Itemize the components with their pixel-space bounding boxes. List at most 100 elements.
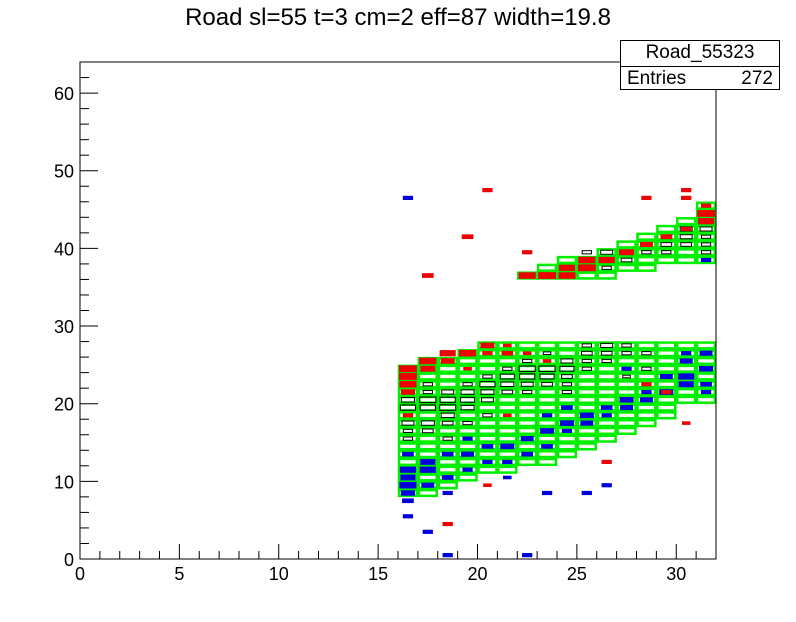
- blue-hit-cell: [541, 490, 553, 496]
- blue-hit-cell: [561, 428, 573, 433]
- count-box: [439, 404, 457, 411]
- red-hit-cell: [542, 359, 552, 363]
- count-box: [460, 404, 475, 411]
- count-box: [560, 358, 574, 364]
- road-cell: [695, 349, 717, 358]
- y-tick-label: 20: [54, 395, 74, 415]
- red-hit-cell: [681, 226, 692, 232]
- road-cell: [636, 395, 657, 404]
- blue-hit-cell: [541, 444, 553, 449]
- blue-hit-cell: [679, 358, 693, 364]
- count-box: [621, 351, 632, 356]
- road-cell: [517, 457, 538, 467]
- red-hit-cell: [522, 250, 533, 255]
- y-tick-label: 40: [54, 239, 74, 259]
- x-tick-label: 30: [666, 564, 686, 584]
- blue-hit-cell: [441, 475, 454, 480]
- road-cell: [517, 364, 538, 373]
- blue-hit-cell: [641, 389, 652, 395]
- road-cell: [417, 418, 438, 428]
- count-box: [419, 396, 437, 404]
- road-cell: [497, 341, 518, 350]
- count-box: [581, 358, 592, 364]
- red-hit-cell: [538, 272, 557, 279]
- road-cell: [417, 450, 438, 459]
- x-tick-label: 5: [174, 564, 184, 584]
- red-hit-cell: [482, 188, 493, 193]
- count-box: [402, 428, 414, 433]
- red-hit-cell: [461, 234, 474, 240]
- road-cell: [417, 395, 438, 404]
- blue-hit-cell: [462, 467, 473, 472]
- road-cell: [457, 426, 478, 435]
- road-cell: [596, 380, 617, 389]
- red-hit-cell: [501, 350, 514, 356]
- road-cell: [417, 426, 438, 435]
- road-cell: [616, 255, 637, 265]
- road-cell: [477, 426, 498, 435]
- blue-hit-cell: [461, 451, 475, 457]
- road-cell: [417, 434, 438, 443]
- count-box: [661, 250, 672, 255]
- stats-box: Road_55323 Entries 272: [620, 40, 780, 90]
- road-cell: [676, 255, 697, 265]
- red-hit-cell: [483, 483, 492, 488]
- count-box: [482, 413, 493, 418]
- blue-hit-cell: [521, 451, 534, 457]
- count-box: [600, 249, 614, 255]
- road-cell: [576, 403, 597, 412]
- road-cell: [437, 481, 458, 490]
- count-box: [581, 343, 592, 348]
- road-cell: [457, 442, 478, 451]
- count-box: [519, 373, 536, 380]
- road-cell: [556, 380, 578, 389]
- road-cell: [695, 380, 717, 389]
- blue-hit-cell: [399, 481, 417, 489]
- red-hit-cell: [440, 358, 455, 364]
- blue-hit-cell: [678, 373, 695, 380]
- count-box: [499, 373, 515, 380]
- road-cell: [695, 372, 717, 381]
- road-cell: [457, 473, 478, 482]
- road-cell: [636, 255, 657, 265]
- road-cell: [576, 341, 597, 350]
- road-cell: [576, 271, 597, 280]
- road-cell: [497, 395, 518, 404]
- blue-hit-cell: [620, 405, 634, 411]
- road-cell: [517, 442, 538, 451]
- red-hit-cell: [522, 351, 532, 356]
- road-cell: [636, 263, 657, 272]
- road-cell: [477, 457, 498, 467]
- blue-hit-cell: [421, 482, 435, 488]
- count-box: [621, 343, 632, 348]
- road-cell: [616, 356, 637, 366]
- road-cell: [536, 356, 558, 366]
- road-cell: [397, 426, 419, 435]
- red-hit-cell: [503, 413, 512, 418]
- road-cell: [576, 418, 597, 428]
- road-cell: [417, 411, 438, 420]
- road-cell: [497, 380, 518, 389]
- road-cell: [636, 248, 657, 257]
- blue-hit-cell: [402, 195, 414, 200]
- road-cell: [457, 411, 478, 420]
- red-hit-cell: [601, 459, 612, 465]
- road-cell: [397, 418, 419, 428]
- stats-entries-value: 272: [741, 68, 773, 89]
- road-cell: [517, 341, 538, 350]
- road-cell: [536, 349, 558, 358]
- road-cell: [616, 411, 637, 420]
- blue-hit-cell: [639, 397, 653, 403]
- road-cell: [636, 418, 657, 428]
- count-box: [559, 365, 575, 372]
- road-cell: [517, 426, 538, 435]
- road-cell: [616, 426, 637, 435]
- count-box: [518, 365, 536, 373]
- road-cell: [457, 372, 478, 381]
- road-cell: [656, 411, 677, 420]
- y-tick-label: 30: [54, 317, 74, 337]
- count-box: [601, 265, 612, 270]
- road-cell: [556, 434, 578, 443]
- road-cell: [477, 465, 498, 474]
- blue-hit-cell: [581, 490, 592, 496]
